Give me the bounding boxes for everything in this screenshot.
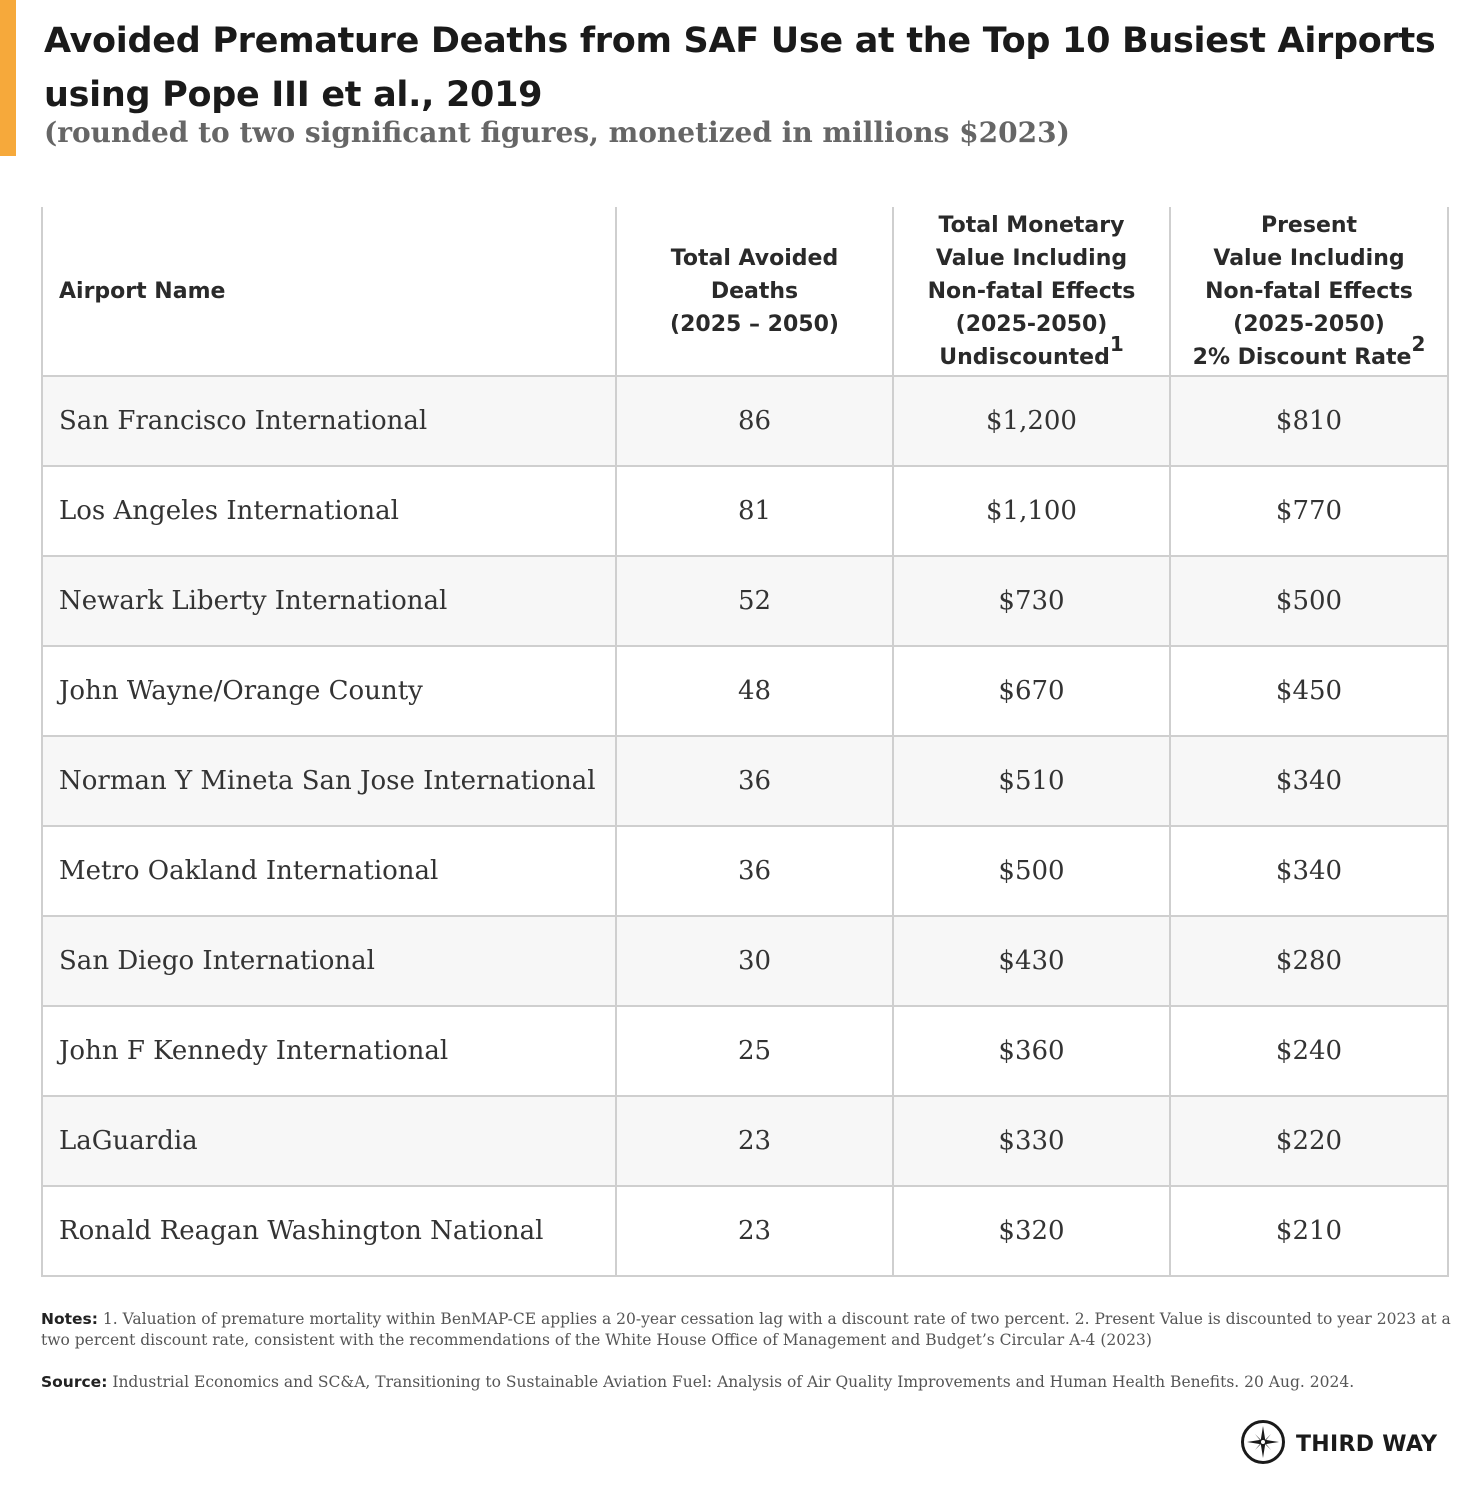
header-line: Total Avoided (670, 245, 839, 271)
table-row: John F Kennedy International 25 $360 $240 (41, 1005, 1449, 1097)
cell-deaths: 81 (615, 465, 894, 557)
compass-star-icon (1240, 1419, 1286, 1470)
cell-airport: San Diego International (41, 915, 617, 1007)
cell-present-value: $210 (1169, 1185, 1449, 1277)
cell-undiscounted: $360 (892, 1005, 1171, 1097)
cell-airport: San Francisco International (41, 375, 617, 467)
table-row: Metro Oakland International 36 $500 $340 (41, 825, 1449, 917)
cell-undiscounted: $500 (892, 825, 1171, 917)
cell-undiscounted: $430 (892, 915, 1171, 1007)
table-row: San Diego International 30 $430 $280 (41, 915, 1449, 1007)
source-label: Source: (41, 1373, 108, 1391)
table-row: Los Angeles International 81 $1,100 $770 (41, 465, 1449, 557)
cell-undiscounted: $1,200 (892, 375, 1171, 467)
cell-present-value: $770 (1169, 465, 1449, 557)
cell-present-value: $500 (1169, 555, 1449, 647)
footnote-marker: 2 (1411, 332, 1426, 357)
cell-airport: Metro Oakland International (41, 825, 617, 917)
cell-present-value: $450 (1169, 645, 1449, 737)
header-line: Deaths (710, 278, 799, 304)
logo-text: THIRD WAY (1296, 1431, 1438, 1457)
cell-deaths: 48 (615, 645, 894, 737)
table-row: John Wayne/Orange County 48 $670 $450 (41, 645, 1449, 737)
table-row: San Francisco International 86 $1,200 $810 (41, 375, 1449, 467)
header-line: Value Including (935, 245, 1128, 271)
cell-undiscounted: $320 (892, 1185, 1171, 1277)
cell-present-value: $810 (1169, 375, 1449, 467)
column-header-airport: Airport Name (41, 207, 617, 377)
cell-present-value: $340 (1169, 735, 1449, 827)
cell-deaths: 30 (615, 915, 894, 1007)
page-subtitle: (rounded to two significant figures, mon… (44, 116, 1070, 149)
cell-deaths: 52 (615, 555, 894, 647)
cell-airport: John Wayne/Orange County (41, 645, 617, 737)
cell-airport: Newark Liberty International (41, 555, 617, 647)
notes-text: 1. Valuation of premature mortality with… (41, 1310, 1451, 1349)
cell-present-value: $240 (1169, 1005, 1449, 1097)
third-way-logo: THIRD WAY (1240, 1419, 1438, 1470)
notes: Notes: 1. Valuation of premature mortali… (41, 1309, 1451, 1351)
notes-label: Notes: (41, 1310, 98, 1328)
header-line: Non-fatal Effects (1205, 278, 1413, 304)
cell-present-value: $220 (1169, 1095, 1449, 1187)
cell-deaths: 86 (615, 375, 894, 467)
cell-airport: Norman Y Mineta San Jose International (41, 735, 617, 827)
cell-undiscounted: $730 (892, 555, 1171, 647)
table-header-row: Airport Name Total Avoided Deaths (2025 – … (41, 207, 1449, 377)
column-header-deaths: Total Avoided Deaths (2025 – 2050) (615, 207, 894, 377)
header-line: Value Including (1213, 245, 1405, 271)
header-line: Airport Name (59, 278, 226, 304)
data-table: Airport Name Total Avoided Deaths (2025 – … (41, 207, 1449, 1277)
cell-undiscounted: $330 (892, 1095, 1171, 1187)
column-header-present-value: Present Value Including Non-fatal Effects (… (1169, 207, 1449, 377)
header-line: Total Monetary (938, 212, 1125, 238)
cell-deaths: 23 (615, 1185, 894, 1277)
cell-undiscounted: $510 (892, 735, 1171, 827)
table-row: LaGuardia 23 $330 $220 (41, 1095, 1449, 1187)
footnote-marker: 1 (1109, 332, 1124, 357)
cell-deaths: 23 (615, 1095, 894, 1187)
cell-undiscounted: $670 (892, 645, 1171, 737)
column-header-undiscounted: Total Monetary Value Including Non-fatal E… (892, 207, 1171, 377)
header-line: Undiscounted (939, 344, 1110, 370)
accent-bar (0, 0, 16, 156)
header-line: 2% Discount Rate (1192, 344, 1412, 370)
table-row: Ronald Reagan Washington National 23 $320 $… (41, 1185, 1449, 1277)
page-title: Avoided Premature Deaths from SAF Use at… (44, 21, 1436, 115)
cell-deaths: 36 (615, 825, 894, 917)
header-line: Present (1260, 212, 1358, 238)
cell-airport: John F Kennedy International (41, 1005, 617, 1097)
cell-airport: Los Angeles International (41, 465, 617, 557)
table-row: Newark Liberty International 52 $730 $500 (41, 555, 1449, 647)
cell-deaths: 36 (615, 735, 894, 827)
table-body: San Francisco International 86 $1,200 $810 L… (41, 375, 1449, 1277)
cell-deaths: 25 (615, 1005, 894, 1097)
cell-airport: LaGuardia (41, 1095, 617, 1187)
cell-airport: Ronald Reagan Washington National (41, 1185, 617, 1277)
source: Source: Industrial Economics and SC&A, T… (41, 1372, 1461, 1393)
cell-undiscounted: $1,100 (892, 465, 1171, 557)
header-line: (2025 – 2050) (670, 311, 839, 337)
table-row: Norman Y Mineta San Jose International 36… (41, 735, 1449, 827)
header-line: (2025-2050) (1233, 311, 1385, 337)
source-text: Industrial Economics and SC&A, Transitio… (107, 1373, 1355, 1391)
cell-present-value: $340 (1169, 825, 1449, 917)
header-line: Non-fatal Effects (927, 278, 1136, 304)
cell-present-value: $280 (1169, 915, 1449, 1007)
header-line: (2025-2050) (955, 311, 1108, 337)
